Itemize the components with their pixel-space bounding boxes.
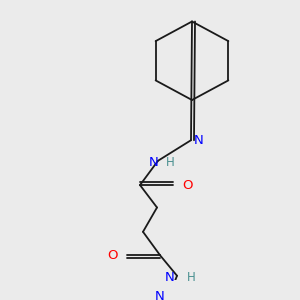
Text: N: N <box>149 156 159 169</box>
Text: O: O <box>182 178 193 192</box>
Text: H: H <box>187 271 196 284</box>
Text: N: N <box>194 134 204 147</box>
Text: N: N <box>165 271 175 284</box>
Text: H: H <box>166 156 175 169</box>
Text: O: O <box>107 249 118 262</box>
Text: N: N <box>155 290 165 300</box>
